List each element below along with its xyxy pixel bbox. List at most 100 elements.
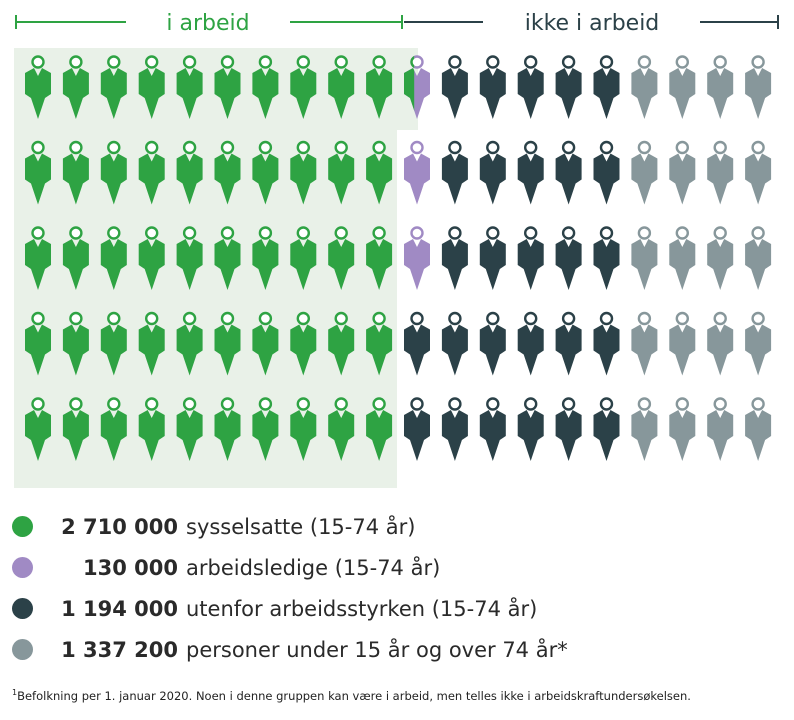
person-icon-employed (138, 140, 165, 205)
person-icon-outside (555, 397, 582, 461)
person-icon-unemployed (404, 140, 430, 205)
person-icon-under_over (631, 397, 658, 461)
person-icon-outside (593, 140, 620, 205)
footnote-marker: 1 (12, 688, 18, 697)
legend-item-outside: 1 194 000 utenfor arbeidsstyrken (15-74 … (12, 588, 782, 629)
legend-item-under-over: 1 337 200 personer under 15 år og over 7… (12, 629, 782, 670)
person-icon-employed (62, 55, 89, 119)
legend-item-unemployed: 130 000 arbeidsledige (15-74 år) (12, 547, 782, 588)
person-icon-employed (25, 226, 51, 290)
chart-header (15, 15, 779, 29)
legend-value-outside: 1 194 000 (61, 596, 178, 621)
person-icon-outside (593, 226, 620, 290)
person-icon-outside (404, 311, 430, 376)
person-icon-employed (100, 397, 127, 461)
legend-value-employed: 2 710 000 (61, 514, 178, 539)
person-icon-employed (138, 397, 165, 461)
person-icon-employed (62, 397, 89, 461)
person-icon-employed (366, 55, 393, 119)
legend-value-unemployed: 130 000 (83, 555, 178, 580)
person-icon-employed (214, 397, 241, 461)
person-icon-outside (593, 311, 620, 376)
person-icon-outside (479, 140, 506, 205)
person-icon-employed (252, 55, 279, 119)
person-icon-outside (404, 397, 430, 461)
person-icon-employed (25, 55, 51, 119)
footnote: 1Befolkning per 1. januar 2020. Noen i d… (12, 688, 691, 703)
person-icon-employed (138, 226, 165, 290)
person-icon-employed (176, 226, 203, 290)
person-icon-employed (214, 140, 241, 205)
person-icon-under_over (707, 226, 734, 290)
person-icon-under_over (669, 311, 696, 376)
person-icon-outside (517, 311, 544, 376)
person-icon-outside (441, 226, 468, 290)
person-icon-employed (290, 311, 317, 376)
person-icon-outside (555, 311, 582, 376)
person-icon-employed (252, 397, 279, 461)
footnote-text: Befolkning per 1. januar 2020. Noen i de… (17, 688, 691, 703)
legend-dot-under-over (12, 639, 33, 660)
person-icon-under_over (707, 55, 734, 119)
person-icon-under_over (707, 311, 734, 376)
employed-background (14, 48, 418, 488)
person-icon-employed (100, 140, 127, 205)
person-icon-outside (517, 55, 544, 119)
person-icon-under_over (669, 140, 696, 205)
person-icon-outside (441, 397, 468, 461)
person-icon-under_over (745, 311, 772, 376)
person-icon-employed (138, 55, 165, 119)
legend-dot-outside (12, 598, 33, 619)
person-icon-outside (555, 140, 582, 205)
person-icon-employed (328, 55, 355, 119)
person-icon-under_over (631, 55, 658, 119)
legend-item-employed: 2 710 000 sysselsatte (15-74 år) (12, 506, 782, 547)
person-icon-unemployed (404, 226, 430, 290)
person-icon-employed (62, 226, 89, 290)
person-icon-outside (517, 140, 544, 205)
person-icon-under_over (745, 226, 772, 290)
person-icon-employed (290, 397, 317, 461)
legend-dot-employed (12, 516, 33, 537)
person-icon-under_over (745, 140, 772, 205)
person-icon-employed (25, 311, 51, 376)
legend-value-under-over: 1 337 200 (61, 637, 178, 662)
person-icon-unemployed (404, 55, 430, 119)
header-label-ikke-i-arbeid: ikke i arbeid (525, 11, 660, 36)
person-icon-employed (290, 55, 317, 119)
legend-label-employed: sysselsatte (15-74 år) (186, 514, 416, 539)
person-icon-employed (366, 397, 393, 461)
person-icon-employed (214, 311, 241, 376)
legend-label-outside: utenfor arbeidsstyrken (15-74 år) (186, 596, 538, 621)
person-icon-employed (176, 397, 203, 461)
person-icon-employed (252, 226, 279, 290)
person-icon-employed (328, 140, 355, 205)
person-icon-outside (517, 226, 544, 290)
person-icon-employed (252, 311, 279, 376)
person-icon-outside (517, 397, 544, 461)
person-icon-employed (138, 311, 165, 376)
person-icon-employed (290, 226, 317, 290)
person-icon-under_over (707, 140, 734, 205)
person-icon-under_over (669, 226, 696, 290)
person-icon-outside (441, 311, 468, 376)
person-icon-employed (25, 397, 51, 461)
person-icon-under_over (745, 55, 772, 119)
person-icon-under_over (707, 397, 734, 461)
person-icon-employed (328, 397, 355, 461)
person-icon-employed (25, 140, 51, 205)
person-icon-employed (366, 311, 393, 376)
person-icon-outside (479, 397, 506, 461)
person-icon-outside (555, 226, 582, 290)
person-icon-under_over (631, 226, 658, 290)
legend: 2 710 000 sysselsatte (15-74 år) 130 000… (12, 506, 782, 670)
person-icon-outside (441, 140, 468, 205)
population-pictogram-chart: i arbeid ikke i arbeid (14, 11, 779, 488)
person-icon-employed (62, 311, 89, 376)
person-icon-employed (214, 226, 241, 290)
person-icon-under_over (631, 140, 658, 205)
person-icon-employed (252, 140, 279, 205)
person-icon-grid (25, 55, 772, 461)
person-icon-employed (214, 55, 241, 119)
person-icon-under_over (745, 397, 772, 461)
